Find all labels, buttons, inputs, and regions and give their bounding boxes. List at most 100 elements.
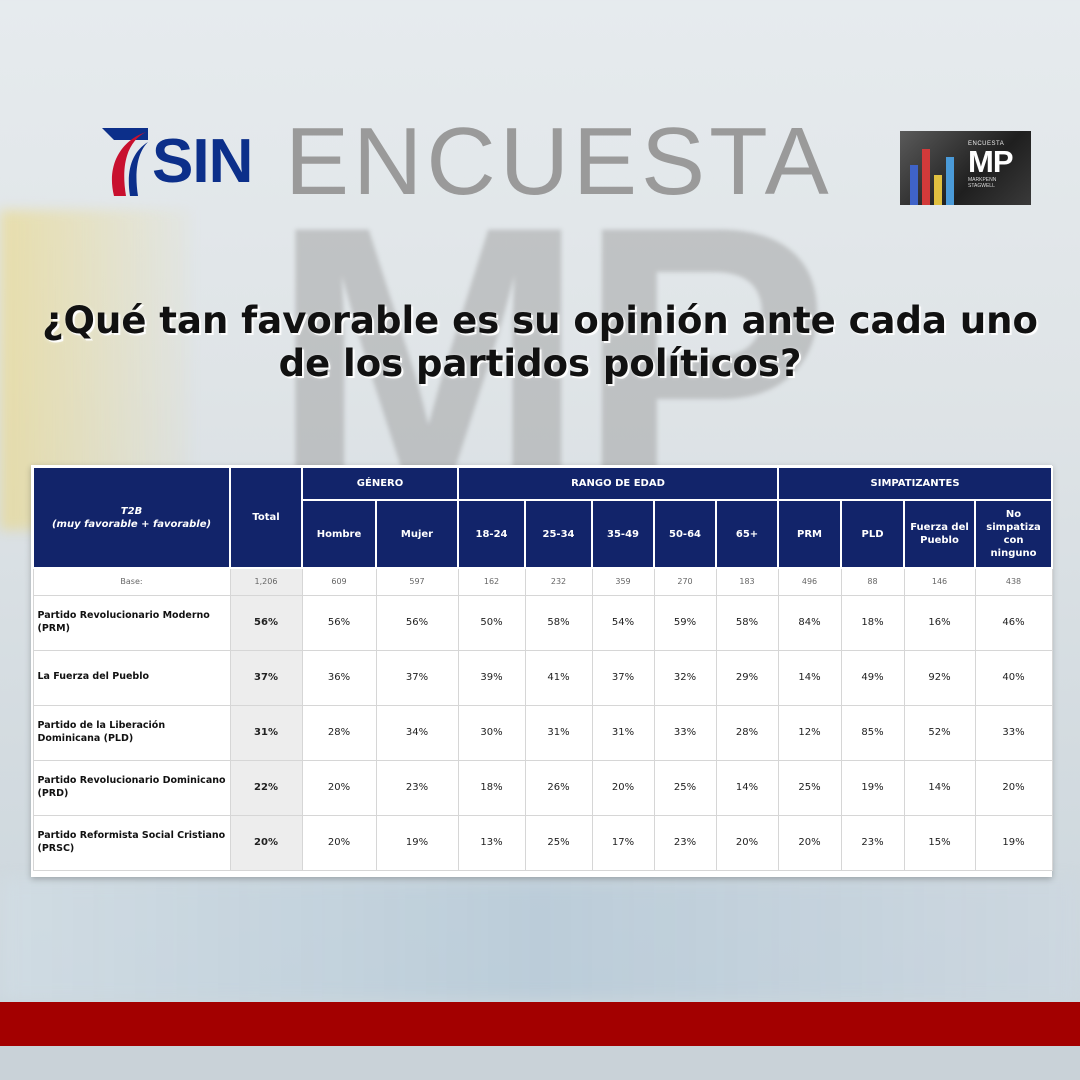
value-cell: 92% xyxy=(903,649,976,706)
party-label: Partido de la Liberación Dominicana (PLD… xyxy=(32,704,231,761)
base-cell: 162 xyxy=(457,567,526,596)
sin-logo-text: SIN xyxy=(152,127,253,196)
value-cell: 50% xyxy=(457,594,526,651)
column-header: Fuerza del Pueblo xyxy=(903,499,977,569)
column-header: PLD xyxy=(840,499,906,569)
base-cell: 270 xyxy=(653,567,717,596)
results-body: Partido Revolucionario Moderno (PRM) 56% 5… xyxy=(32,594,1053,871)
mp-logo: ENCUESTA MP MARKPENN STAGWELL xyxy=(900,131,1031,205)
value-cell: 52% xyxy=(903,704,976,761)
mp-logo-bar xyxy=(922,149,930,205)
mp-logo-subtitle: MARKPENN STAGWELL xyxy=(968,177,996,189)
total-cell: 22% xyxy=(229,759,303,816)
base-cell: 438 xyxy=(974,567,1053,596)
party-label: Partido Revolucionario Moderno (PRM) xyxy=(32,594,231,651)
mp-logo-bar xyxy=(946,157,954,205)
t2b-header: T2B (muy favorable + favorable) xyxy=(32,466,231,569)
background-bottom-blur xyxy=(0,880,1080,1000)
value-cell: 12% xyxy=(777,704,842,761)
value-cell: 56% xyxy=(301,594,377,651)
value-cell: 19% xyxy=(375,814,459,871)
base-cell: 609 xyxy=(301,567,377,596)
column-header: 35-49 xyxy=(591,499,656,569)
value-cell: 25% xyxy=(777,759,842,816)
t2b-subtitle: (muy favorable + favorable) xyxy=(51,518,212,530)
value-cell: 14% xyxy=(777,649,842,706)
question-title: ¿Qué tan favorable es su opinión ante ca… xyxy=(42,299,1038,385)
total-cell: 31% xyxy=(229,704,303,761)
value-cell: 23% xyxy=(840,814,905,871)
value-cell: 37% xyxy=(591,649,655,706)
mp-logo-small-label: ENCUESTA xyxy=(968,141,1005,147)
value-cell: 33% xyxy=(653,704,717,761)
value-cell: 41% xyxy=(524,649,593,706)
total-cell: 56% xyxy=(229,594,303,651)
party-label: Partido Revolucionario Dominicano (PRD) xyxy=(32,759,231,816)
value-cell: 58% xyxy=(524,594,593,651)
value-cell: 20% xyxy=(301,814,377,871)
group-header-simpatizantes: SIMPATIZANTES xyxy=(777,466,1054,501)
value-cell: 18% xyxy=(457,759,526,816)
encuesta-title: ENCUESTA xyxy=(285,108,833,215)
mp-logo-subtitle-line2: STAGWELL xyxy=(968,183,995,189)
base-cell: 88 xyxy=(840,567,905,596)
value-cell: 85% xyxy=(840,704,905,761)
table-row: Partido Revolucionario Moderno (PRM) 56% 5… xyxy=(32,594,1053,651)
value-cell: 19% xyxy=(974,814,1053,871)
value-cell: 33% xyxy=(974,704,1053,761)
total-header: Total xyxy=(229,466,303,569)
table-row: Partido Reformista Social Cristiano (PRS… xyxy=(32,814,1053,871)
base-cell: 232 xyxy=(524,567,593,596)
total-cell: 20% xyxy=(229,814,303,871)
value-cell: 13% xyxy=(457,814,526,871)
value-cell: 40% xyxy=(974,649,1053,706)
value-cell: 54% xyxy=(591,594,655,651)
column-header: Hombre xyxy=(301,499,377,569)
table-row: Partido Revolucionario Dominicano (PRD) 2… xyxy=(32,759,1053,816)
value-cell: 56% xyxy=(375,594,459,651)
mp-logo-subtitle-line1: MARKPENN xyxy=(968,177,997,183)
value-cell: 34% xyxy=(375,704,459,761)
value-cell: 14% xyxy=(715,759,779,816)
base-total: 1,206 xyxy=(229,567,303,596)
group-header-genero: GÉNERO xyxy=(300,466,460,501)
sin-swoosh-icon xyxy=(102,128,148,196)
value-cell: 20% xyxy=(301,759,377,816)
value-cell: 26% xyxy=(524,759,593,816)
base-label: Base: xyxy=(32,567,231,596)
column-header: 65+ xyxy=(715,499,780,569)
value-cell: 58% xyxy=(715,594,779,651)
value-cell: 15% xyxy=(903,814,976,871)
results-table-panel: T2B (muy favorable + favorable) Total GÉ… xyxy=(31,465,1054,877)
value-cell: 20% xyxy=(974,759,1053,816)
column-header: No simpatiza con ninguno xyxy=(974,499,1054,569)
base-row: Base: 1,206 609 597 162 232 359 270 183 … xyxy=(32,567,1053,596)
mp-logo-bar xyxy=(934,175,942,205)
mp-logo-bar xyxy=(910,165,918,205)
value-cell: 28% xyxy=(301,704,377,761)
value-cell: 20% xyxy=(591,759,655,816)
table-row: La Fuerza del Pueblo 37% 36% 37% 39% 41% 37% 32… xyxy=(32,649,1053,706)
base-cell: 496 xyxy=(777,567,842,596)
value-cell: 39% xyxy=(457,649,526,706)
value-cell: 30% xyxy=(457,704,526,761)
value-cell: 14% xyxy=(903,759,976,816)
value-cell: 17% xyxy=(591,814,655,871)
value-cell: 84% xyxy=(777,594,842,651)
party-label: La Fuerza del Pueblo xyxy=(32,649,231,706)
column-header: 18-24 xyxy=(457,499,527,569)
group-header-edad: RANGO DE EDAD xyxy=(457,466,780,501)
base-cell: 597 xyxy=(375,567,459,596)
value-cell: 59% xyxy=(653,594,717,651)
value-cell: 25% xyxy=(653,759,717,816)
total-cell: 37% xyxy=(229,649,303,706)
value-cell: 19% xyxy=(840,759,905,816)
value-cell: 31% xyxy=(524,704,593,761)
value-cell: 36% xyxy=(301,649,377,706)
value-cell: 46% xyxy=(974,594,1053,651)
value-cell: 31% xyxy=(591,704,655,761)
value-cell: 25% xyxy=(524,814,593,871)
value-cell: 37% xyxy=(375,649,459,706)
value-cell: 29% xyxy=(715,649,779,706)
value-cell: 20% xyxy=(777,814,842,871)
